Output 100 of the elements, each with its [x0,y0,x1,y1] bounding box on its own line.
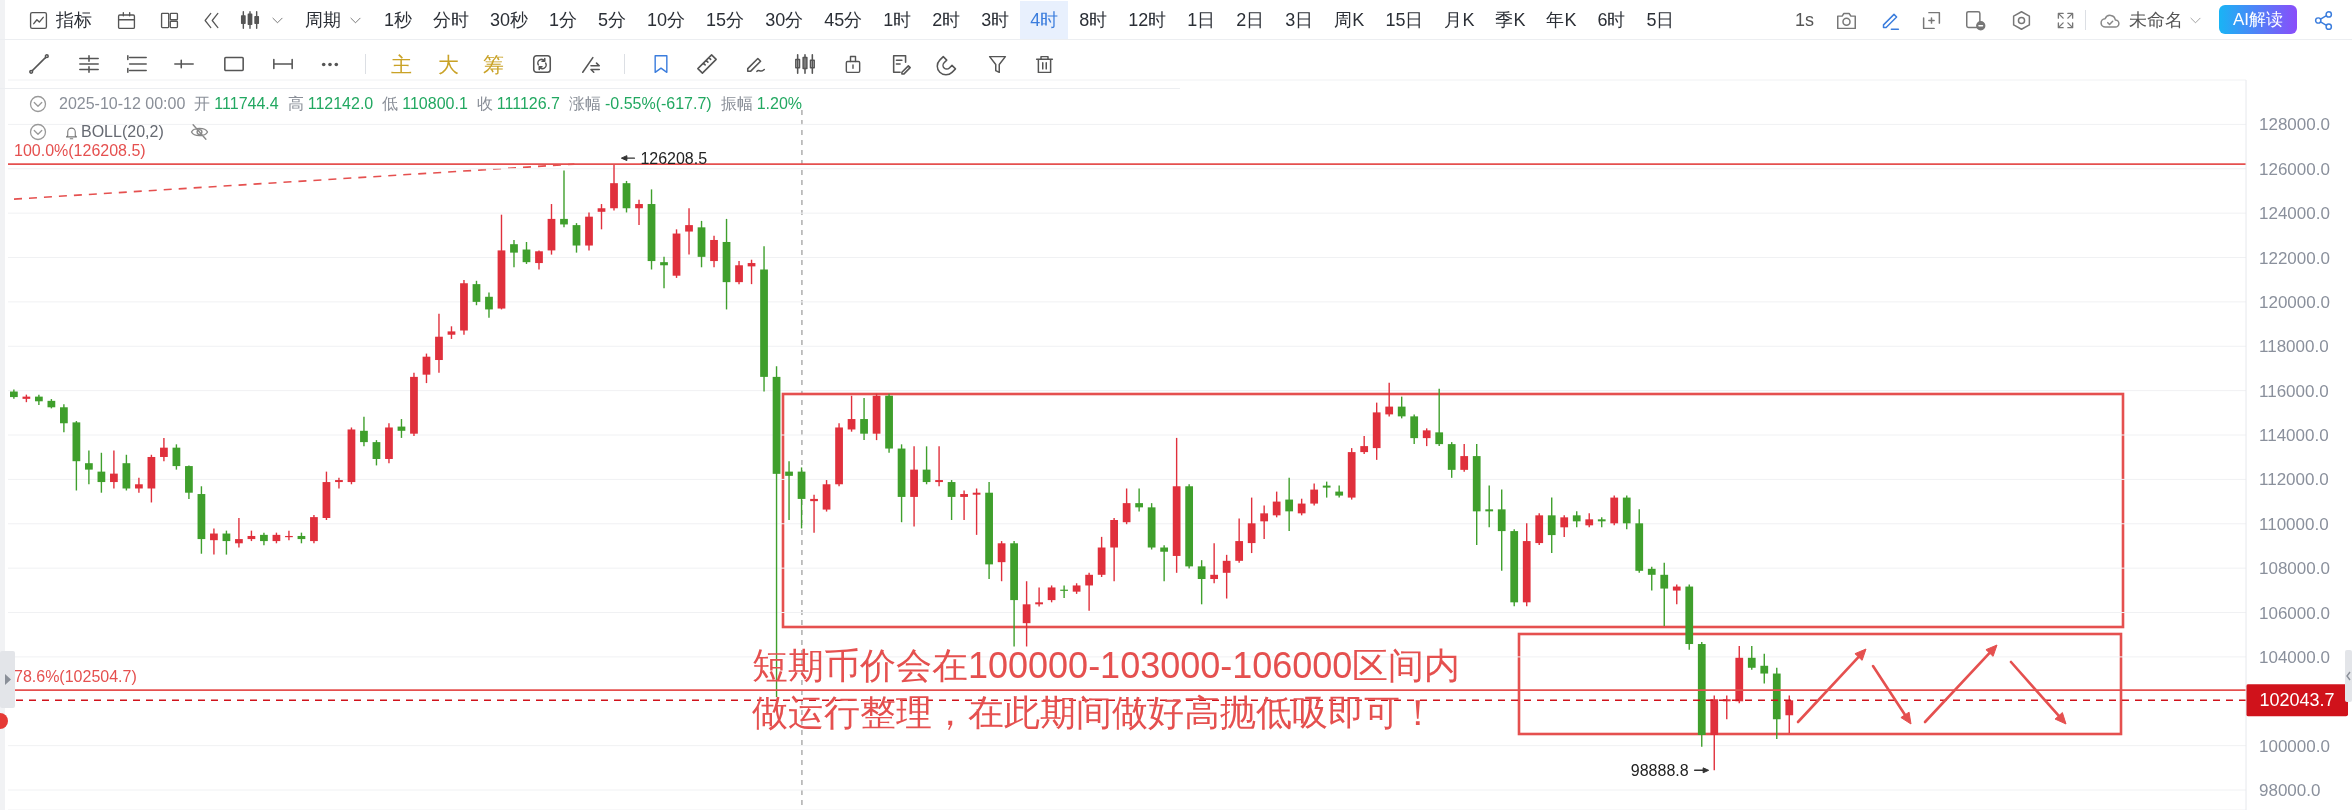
y-tick-label: 104000.0 [2259,647,2330,667]
candlestick [1647,566,1656,592]
candlestick [785,460,793,521]
candlestick [1197,559,1206,606]
candlestick [1785,694,1794,734]
annotation: BOLL(20,2) [81,123,164,140]
text: 5分 [598,10,627,30]
text: 3日 [1285,10,1314,30]
candlestick [1360,435,1369,455]
candlestick [335,477,343,490]
candlestick [1035,586,1043,608]
text: 5日 [1646,10,1675,30]
text: 12时 [1128,10,1167,30]
candlestick [1760,653,1769,685]
candlestick [960,489,968,521]
text: 1s [1795,10,1815,30]
y-tick-label: 108000.0 [2259,559,2330,579]
candlestick [1460,443,1469,473]
candlestick [1310,482,1319,507]
annotation: -0.55%(-617.7) [604,95,712,112]
text: 15分 [706,10,745,30]
annotation: 1.20% [756,95,803,112]
annotation: 涨幅 [568,95,601,112]
annotation: 做运行整理，在此期间做好高抛低吸即可！ [752,692,1436,733]
annotation: 2025-10-12 00:00 [59,95,186,112]
candlestick [60,403,68,434]
text: 周K [1334,10,1365,30]
candlestick [1247,496,1256,554]
y-tick-label: 118000.0 [2259,337,2329,357]
candlestick [160,437,168,462]
candlestick [210,527,218,556]
y-tick-label: 100000.0 [2259,736,2330,756]
candlestick [860,397,868,441]
y-tick-label: 122000.0 [2259,248,2330,268]
candlestick [360,416,368,448]
candlestick [1547,496,1556,554]
candlestick [935,445,943,487]
candlestick [635,199,643,226]
candlestick [1672,583,1681,606]
y-tick-label: 116000.0 [2259,381,2329,401]
annotation: 高 [287,95,304,112]
annotation: 112142.0 [307,95,374,112]
annotation: 振幅 [720,95,753,112]
text: 2时 [932,10,961,30]
text: 1时 [883,10,912,30]
text: 主 [390,52,412,76]
ref-line-label: 78.6%(102504.7) [14,668,137,686]
candlestick [997,540,1006,582]
candlestick [735,260,743,285]
candlestick [560,169,568,229]
selected-tab: 4时 [1020,1,1069,39]
annotation: 126208.5 [640,149,708,167]
candlestick [1135,487,1143,513]
candlestick [1335,484,1344,499]
candlestick [1235,517,1244,564]
candlestick [472,280,481,306]
candlestick [1747,645,1756,671]
y-tick-label: 110000.0 [2259,514,2329,534]
candlestick [1160,544,1169,582]
y-tick-label: 112000.0 [2259,470,2329,490]
candlestick [1385,382,1394,418]
candlestick [110,449,118,490]
candlestick [685,207,693,256]
text: 指标 [56,10,92,30]
candlestick [1485,484,1494,529]
ref-line-label: 100.0%(126208.5) [14,142,146,160]
candlestick [235,517,243,549]
candlestick [1022,580,1031,648]
candlestick [660,256,668,290]
candlestick [1435,387,1444,447]
candlestick [372,439,381,467]
text: 大 [437,52,459,76]
y-tick-label: 128000.0 [2259,115,2330,135]
candlestick [1222,554,1231,600]
candlestick [310,514,318,544]
y-tick-label: 98000.0 [2259,781,2321,801]
annotation: 111744.4 [214,95,279,112]
text: 分时 [433,10,470,30]
text: 季K [1495,10,1526,30]
candlestick [1210,542,1219,584]
candlestick [710,235,718,268]
candlestick [485,291,493,319]
text: 8时 [1079,10,1108,30]
text: 45分 [824,10,863,30]
y-tick-label: 114000.0 [2259,426,2329,446]
text: 1分 [549,10,578,30]
text: 1秒 [384,10,413,30]
annotation: 110800.1 [402,95,468,112]
text: 筹 [482,52,504,76]
candlestick [947,479,956,521]
text: 1日 [1187,10,1216,30]
y-tick-label: 106000.0 [2259,603,2330,623]
candlestick [535,249,543,271]
candlestick [572,222,581,254]
candlestick [1085,572,1093,612]
text: 15日 [1385,10,1424,30]
text: 10分 [647,10,686,30]
text: 未命名 [2129,10,2183,30]
annotation: 收 [476,95,493,112]
annotation: 开 [194,95,211,112]
